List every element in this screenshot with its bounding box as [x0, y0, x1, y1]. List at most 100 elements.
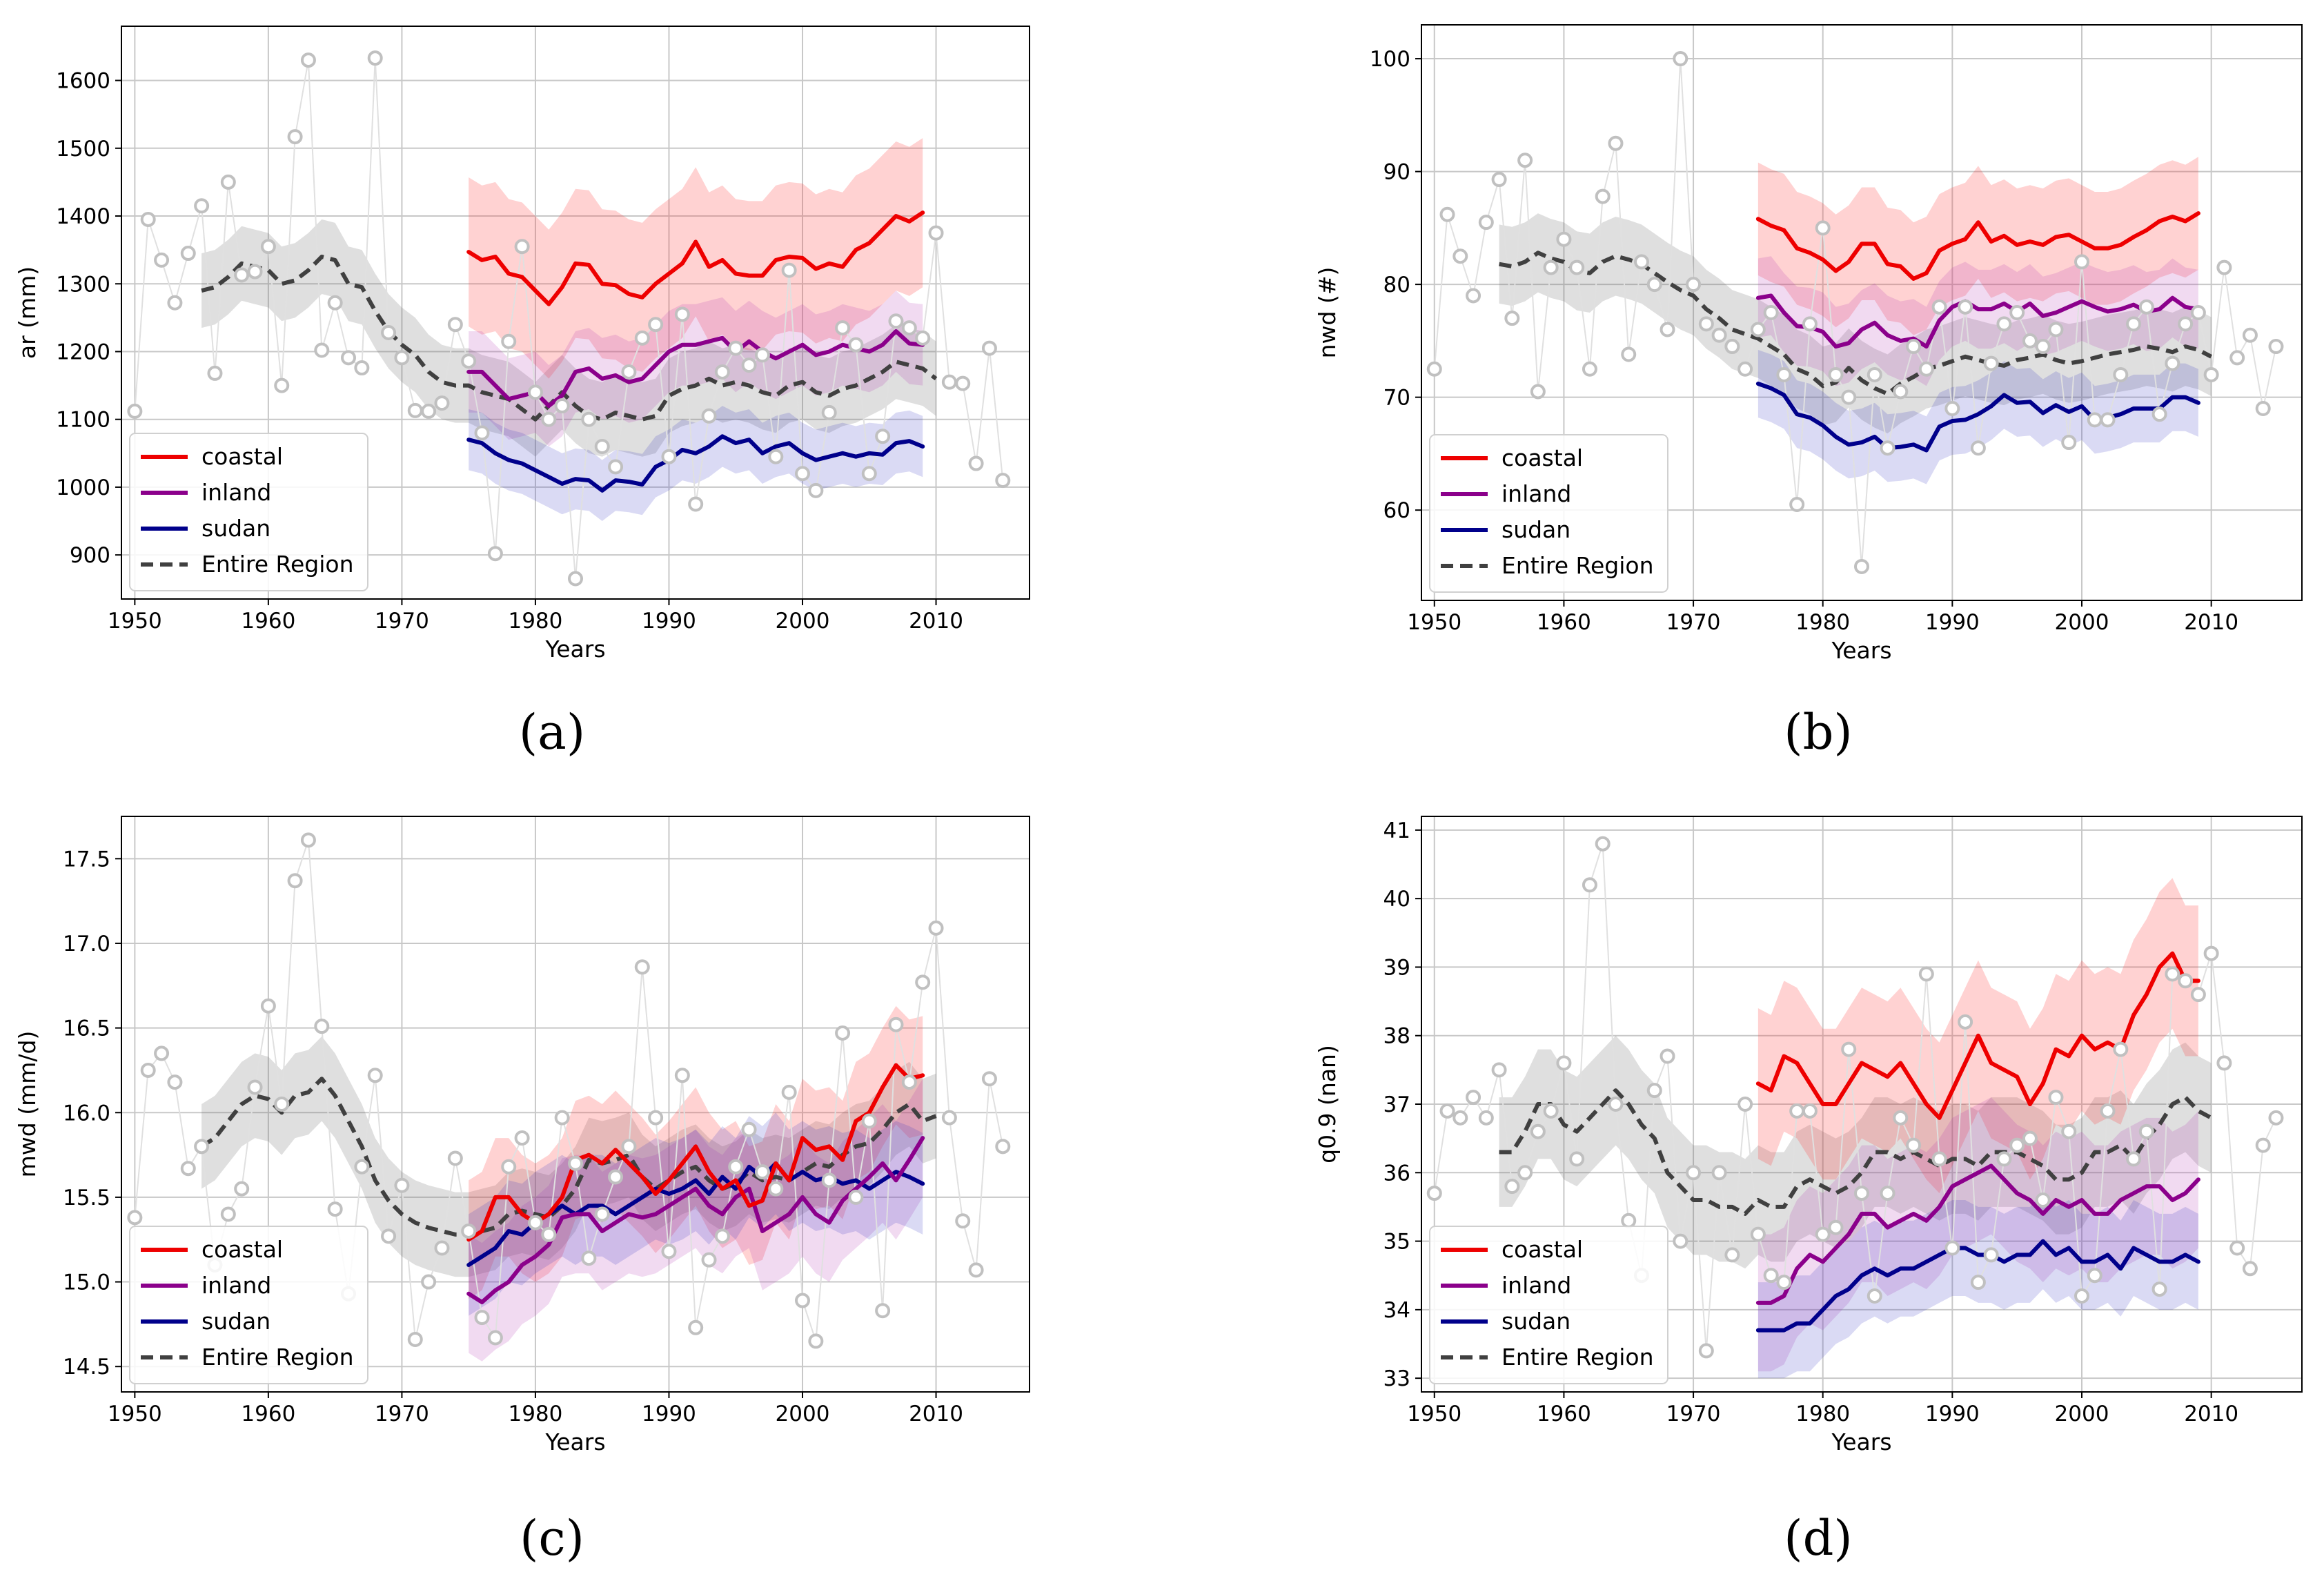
series-line-coastal [1755, 211, 2200, 281]
observed-point [2165, 355, 2180, 371]
observed-point [875, 1303, 891, 1319]
observed-point [835, 1025, 851, 1041]
observed-point [367, 1068, 383, 1083]
chart-panel-d: 1950 1960 1970 1980 1990 2000 2010 33 34 35 36 37 38… [1314, 816, 2303, 1455]
observed-point [848, 1189, 864, 1205]
observed-point [1970, 440, 1986, 456]
series-line-coastal [466, 210, 925, 306]
observed-point [1789, 1103, 1805, 1119]
observed-point [581, 411, 597, 427]
plot-frame [121, 26, 1030, 600]
series-line-entire-region [200, 1077, 937, 1237]
legend-label-entire-region: Entire Region [1501, 1344, 1653, 1371]
observed-point [1750, 322, 1766, 337]
observed-point [1802, 316, 1818, 332]
observed-point [888, 313, 904, 329]
band-sudan [1757, 350, 2198, 484]
y-tick-label: 90 [1383, 160, 1410, 185]
observed-point [127, 1210, 143, 1226]
observed-point [608, 1169, 624, 1185]
observed-point [768, 1181, 784, 1197]
observed-point [2061, 435, 2077, 451]
x-tick-label: 1980 [508, 609, 562, 634]
observed-point [1854, 1186, 1869, 1201]
chart-panel-c: 1950 1960 1970 1980 1990 2000 2010 14.5 15.0 15.5… [14, 816, 1030, 1455]
observed-point [1556, 1055, 1572, 1071]
x-tick-label: 1970 [375, 1402, 429, 1426]
legend: coastal inland sudan Entire Region [1429, 1226, 1668, 1384]
observed-point [2229, 350, 2245, 366]
observed-point [1944, 1240, 1960, 1256]
observed-point [968, 455, 984, 471]
observed-point [1724, 339, 1740, 355]
observed-point [2203, 366, 2219, 382]
series-line-sudan [1755, 382, 2200, 453]
x-tick-label: 1960 [1537, 1402, 1591, 1426]
x-axis-title: Years [544, 1428, 605, 1455]
observed-point [2035, 339, 2051, 355]
observed-point [140, 1062, 156, 1078]
observed-point [1595, 188, 1611, 204]
x-tick-label: 1960 [241, 1402, 295, 1426]
observed-point [568, 571, 583, 587]
observed-point [180, 1161, 196, 1177]
y-tick-label: 60 [1383, 498, 1410, 523]
band-inland [469, 1079, 923, 1362]
observed-point [1918, 361, 1934, 377]
observed-point [1996, 316, 2012, 332]
observed-point [2009, 305, 2025, 320]
observed-point [1608, 1097, 1624, 1112]
observed-point [1543, 259, 1559, 275]
y-tick-label: 33 [1383, 1366, 1410, 1391]
observed-point [541, 1226, 557, 1242]
observed-point [928, 225, 944, 241]
series-line-coastal [1755, 951, 2200, 1120]
y-tick-label: 35 [1383, 1230, 1410, 1255]
observed-point [327, 295, 343, 311]
observed-point [594, 438, 610, 454]
y-tick-label: 17.0 [63, 932, 110, 956]
legend-label-inland: inland [1501, 1272, 1571, 1299]
legend-label-coastal: coastal [201, 443, 283, 470]
observed-point [2009, 1137, 2025, 1153]
observed-point [1491, 172, 1507, 188]
y-tick-label: 15.0 [63, 1270, 110, 1295]
observed-point [2216, 1055, 2232, 1071]
observed-point [621, 1139, 637, 1155]
observed-point [768, 449, 784, 464]
observed-point [1763, 305, 1779, 320]
y-tick-label: 37 [1383, 1092, 1410, 1117]
observed-point [1970, 1275, 1986, 1290]
chart-panel-b: 1950 1960 1970 1980 1990 2000 2010 60 70 80 90 100 Y… [1314, 24, 2303, 664]
band-entire [1499, 213, 2212, 433]
band-inland [1757, 256, 2198, 386]
observed-point [234, 1181, 250, 1197]
y-tick-label: 1100 [56, 408, 110, 433]
caption-a: (a) [518, 704, 586, 760]
observed-point [594, 1206, 610, 1222]
y-tick-label: 41 [1383, 818, 1410, 843]
y-tick-label: 16.0 [63, 1101, 110, 1126]
observed-point [901, 320, 917, 336]
observed-point [1996, 1151, 2012, 1167]
observed-point [2126, 1151, 2142, 1167]
legend-label-coastal: coastal [201, 1236, 283, 1263]
observed-point [634, 959, 650, 975]
observed-point [247, 264, 263, 279]
observed-point [581, 1250, 597, 1266]
legend-label-entire-region: Entire Region [201, 551, 353, 578]
legend: coastal inland sudan Entire Region [129, 433, 368, 591]
y-tick-label: 100 [1370, 47, 1410, 72]
observed-point [514, 1130, 530, 1146]
observed-point [194, 198, 210, 214]
plot-area [1426, 51, 2284, 574]
band-coastal [469, 1005, 923, 1299]
observed-point [674, 1068, 690, 1083]
observed-point [875, 429, 891, 444]
x-tick-label: 1950 [1407, 610, 1461, 635]
observed-point [1452, 1110, 1468, 1126]
observed-point [941, 1110, 957, 1126]
observed-point [274, 377, 290, 393]
observed-point [2113, 366, 2129, 382]
